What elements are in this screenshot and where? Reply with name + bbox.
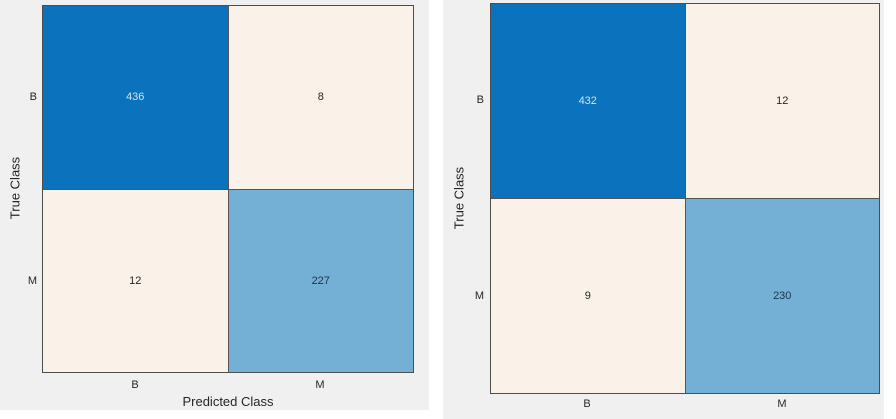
matrix-cell-true-b-pred-b: 436: [43, 6, 228, 189]
x-tick-pred-b: B: [131, 379, 139, 391]
confusion-chart-right: True Class B M 432 12 9 230 B M: [443, 0, 884, 419]
confusion-matrix-grid: 436 8 12 227: [42, 5, 414, 373]
matrix-cell-true-b-pred-m: 8: [228, 6, 413, 189]
x-tick-pred-b: B: [583, 398, 591, 410]
matrix-cell-true-b-pred-m: 12: [685, 4, 879, 198]
matrix-cell-true-m-pred-m: 227: [228, 189, 413, 372]
y-axis-label: True Class: [451, 166, 467, 230]
x-tick-pred-m: M: [315, 379, 325, 391]
y-tick-true-m: M: [474, 290, 484, 302]
matrix-cell-true-m-pred-b: 9: [491, 199, 685, 393]
matrix-cell-true-b-pred-b: 432: [491, 4, 685, 198]
y-tick-true-b: B: [476, 94, 484, 106]
x-axis-label: Predicted Class: [182, 394, 274, 409]
confusion-chart-left: True Class B M 436 8 12 227 B M Predicte…: [0, 0, 429, 410]
y-axis-label: True Class: [7, 156, 23, 220]
y-tick-true-m: M: [27, 275, 37, 287]
y-tick-true-b: B: [29, 91, 37, 103]
matrix-cell-true-m-pred-m: 230: [685, 199, 879, 393]
confusion-matrix-grid: 432 12 9 230: [490, 3, 880, 394]
matrix-cell-true-m-pred-b: 12: [43, 189, 228, 372]
x-tick-pred-m: M: [777, 398, 787, 410]
